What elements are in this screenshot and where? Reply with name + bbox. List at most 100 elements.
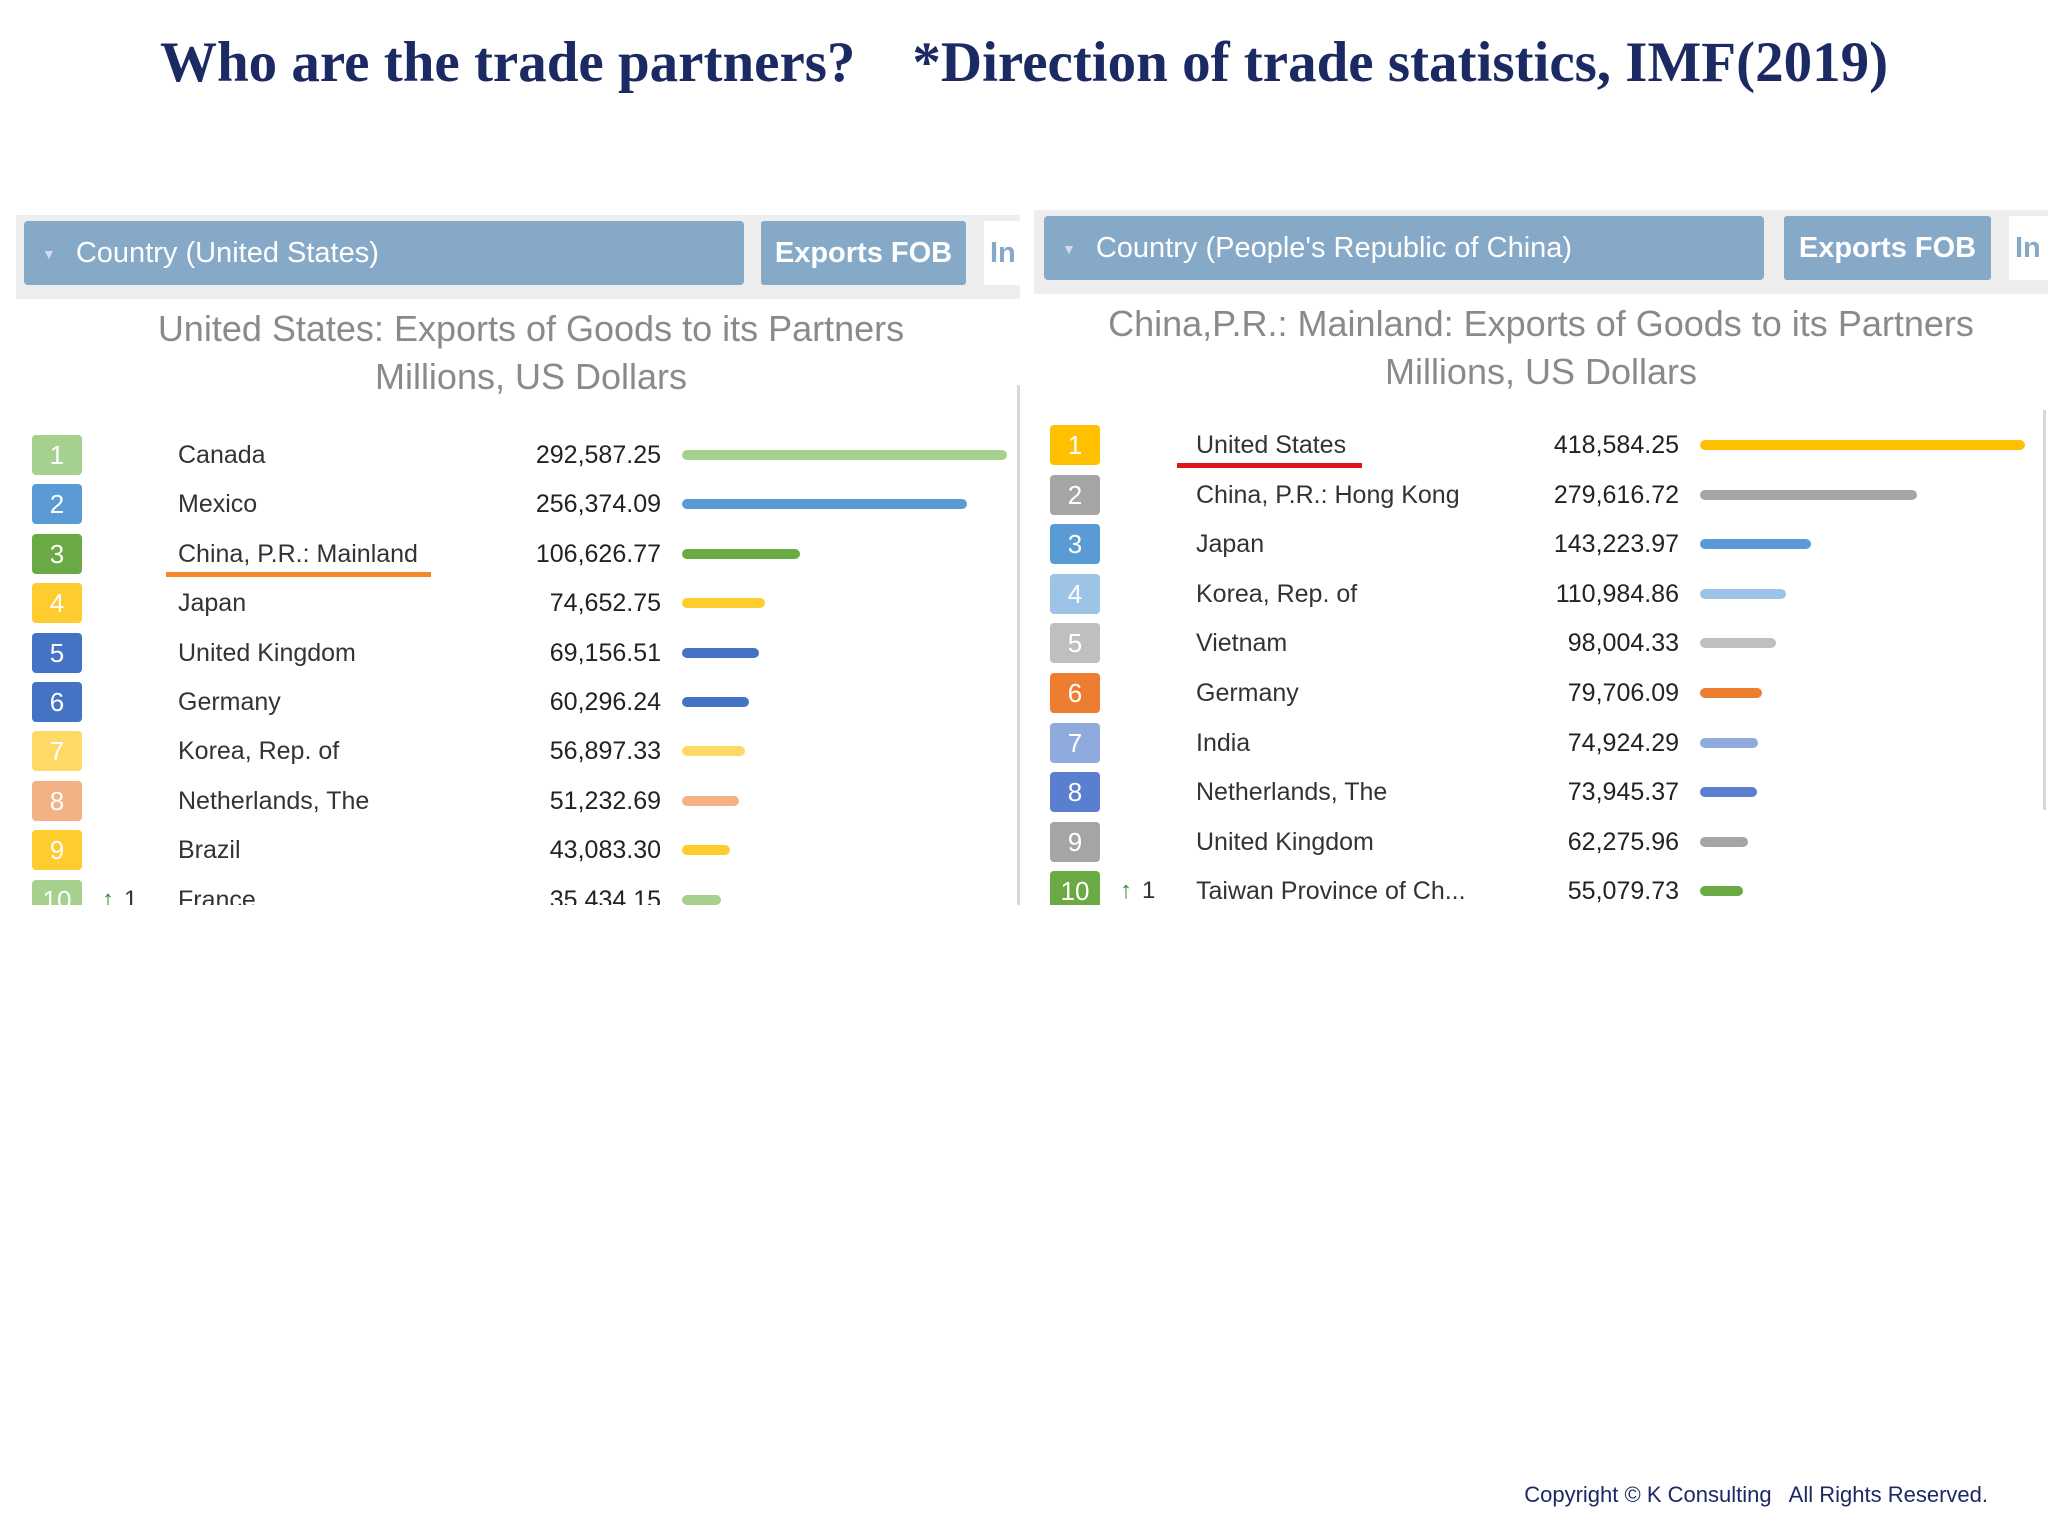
- value-bar: [1700, 588, 1787, 599]
- value-bar: [1700, 440, 2025, 450]
- highlight-underline: [1177, 463, 1362, 468]
- country-dropdown[interactable]: ▼ Country (United States): [24, 221, 744, 285]
- partner-name[interactable]: China, P.R.: Hong Kong: [1196, 480, 1460, 509]
- partner-name[interactable]: Brazil: [178, 836, 241, 865]
- value-bar: [1700, 688, 1762, 698]
- partner-name[interactable]: Japan: [1196, 530, 1265, 559]
- export-value: 60,296.24: [549, 688, 661, 716]
- value-bar: [1700, 737, 1759, 748]
- rank-badge: 9: [1050, 821, 1100, 862]
- rank-badge: 1: [32, 435, 82, 475]
- export-value: 292,587.25: [535, 441, 661, 469]
- export-value: 35,434.15: [549, 885, 661, 905]
- rank-badge: 2: [1050, 474, 1100, 515]
- chevron-down-icon: ▼: [42, 246, 56, 263]
- rank-badge: 4: [32, 583, 82, 624]
- copyright-notice: Copyright © K Consulting All Rights Rese…: [1524, 1482, 1988, 1507]
- rank-badge: 3: [1050, 524, 1100, 565]
- rank-badge: 5: [1050, 623, 1100, 664]
- partner-name[interactable]: Korea, Rep. of: [178, 737, 340, 766]
- rank-badge: 10: [1050, 871, 1100, 905]
- scrollbar[interactable]: [2043, 410, 2046, 810]
- us-exports-panel: ▼ Country (United States) Exports FOB In …: [16, 215, 1020, 905]
- export-value: 51,232.69: [549, 786, 661, 815]
- rank-change: ↑ 1: [102, 880, 137, 905]
- rank-badge: 6: [32, 682, 82, 722]
- partner-name[interactable]: France: [178, 885, 256, 905]
- partner-name[interactable]: Vietnam: [1196, 629, 1288, 658]
- rank-badge: 2: [32, 484, 82, 525]
- partner-name[interactable]: Japan: [178, 589, 247, 618]
- value-bar: [1700, 836, 1749, 847]
- country-dropdown-label: Country (People's Republic of China): [1095, 232, 1573, 264]
- value-bar: [682, 697, 749, 707]
- rank-badge: 10: [32, 879, 82, 905]
- highlight-underline: [166, 571, 431, 577]
- export-value: 73,945.37: [1567, 778, 1679, 807]
- value-bar: [682, 845, 730, 856]
- value-bar: [1700, 787, 1758, 798]
- export-value: 98,004.33: [1567, 629, 1679, 658]
- imports-button[interactable]: In: [984, 221, 1020, 285]
- rank-badge: 7: [32, 731, 82, 772]
- arrow-up-icon: ↑: [1120, 877, 1132, 905]
- export-value: 43,083.30: [549, 836, 661, 865]
- rank-change-value: 1: [1142, 877, 1156, 905]
- export-value: 69,156.51: [549, 638, 661, 667]
- value-bar: [682, 450, 1007, 460]
- partner-name[interactable]: Taiwan Province of Ch...: [1196, 877, 1466, 905]
- scrollbar[interactable]: [1017, 385, 1020, 905]
- value-bar: [682, 746, 746, 757]
- rank-badge: 7: [1050, 722, 1100, 763]
- export-value: 110,984.86: [1555, 579, 1679, 608]
- partner-name[interactable]: Netherlands, The: [178, 786, 370, 815]
- value-bar: [682, 548, 801, 559]
- rank-badge: 3: [32, 533, 82, 574]
- rank-change-value: 1: [124, 885, 138, 905]
- imports-button[interactable]: In: [2009, 216, 2048, 280]
- chart-title: United States: Exports of Goods to its P…: [157, 308, 905, 349]
- rank-badge: 6: [1050, 673, 1100, 713]
- arrow-up-icon: ↑: [102, 885, 114, 905]
- rank-badge: 1: [1050, 425, 1100, 465]
- partner-name[interactable]: Korea, Rep. of: [1196, 579, 1358, 608]
- partner-name[interactable]: United States: [1196, 431, 1347, 459]
- china-exports-panel: ▼ Country (People's Republic of China) Ex…: [1034, 210, 2048, 905]
- value-bar: [682, 894, 722, 905]
- value-bar: [1700, 489, 1918, 500]
- value-bar: [682, 598, 765, 609]
- partner-name[interactable]: United Kingdom: [1196, 827, 1374, 856]
- export-value: 418,584.25: [1553, 431, 1679, 459]
- chart-title: China,P.R.: Mainland: Exports of Goods t…: [1108, 303, 1974, 344]
- export-value: 74,924.29: [1567, 728, 1679, 757]
- exports-fob-button[interactable]: Exports FOB: [1784, 216, 1991, 280]
- filter-toolbar: ▼ Country (United States) Exports FOB In: [16, 215, 1020, 299]
- partner-name[interactable]: Mexico: [178, 490, 258, 519]
- value-bar: [682, 795, 739, 806]
- rank-badge: 4: [1050, 573, 1100, 614]
- partner-name[interactable]: China, P.R.: Mainland: [178, 539, 418, 568]
- export-value: 256,374.09: [535, 490, 661, 519]
- rank-badge: 5: [32, 632, 82, 673]
- country-dropdown-label: Country (United States): [75, 237, 379, 269]
- value-bar: [682, 647, 759, 658]
- exports-fob-button[interactable]: Exports FOB: [761, 221, 966, 285]
- partner-name[interactable]: United Kingdom: [178, 638, 356, 667]
- partner-name[interactable]: Germany: [1196, 679, 1299, 707]
- partner-name[interactable]: Canada: [178, 441, 266, 469]
- rank-badge: 8: [32, 780, 82, 821]
- export-value: 62,275.96: [1567, 827, 1679, 856]
- chart-subtitle: Millions, US Dollars: [374, 356, 688, 397]
- value-bar: [1700, 638, 1777, 649]
- export-value: 56,897.33: [549, 737, 661, 766]
- value-bar: [1700, 886, 1743, 897]
- value-bar: [682, 499, 967, 510]
- partner-name[interactable]: Netherlands, The: [1196, 778, 1388, 807]
- export-value: 143,223.97: [1553, 530, 1679, 559]
- export-value: 79,706.09: [1567, 679, 1679, 707]
- partner-name[interactable]: Germany: [178, 688, 281, 716]
- country-dropdown[interactable]: ▼ Country (People's Republic of China): [1044, 216, 1764, 280]
- chart-subtitle: Millions, US Dollars: [1384, 351, 1698, 392]
- export-value: 279,616.72: [1553, 480, 1679, 509]
- partner-name[interactable]: India: [1196, 728, 1251, 757]
